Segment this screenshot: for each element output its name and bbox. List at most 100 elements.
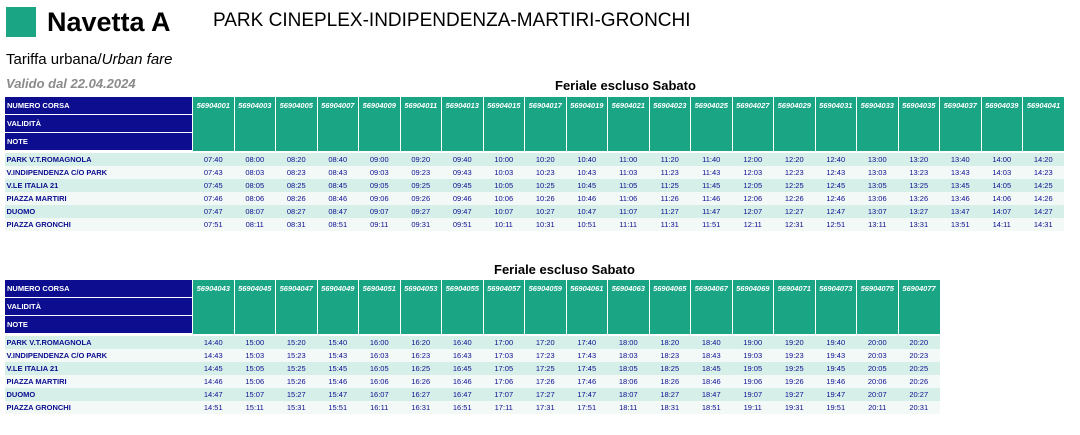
departure-time: 13:45 [939,179,981,192]
run-number: 56904003 [233,96,276,115]
departure-time: 18:51 [690,401,732,414]
departure-time: 20:07 [856,388,898,401]
departure-time: 12:00 [732,153,774,166]
note-cell [897,315,940,334]
departure-time: 16:47 [441,388,483,401]
departure-time: 14:23 [1022,166,1064,179]
note-cell [565,132,608,151]
departure-time: 19:27 [773,388,815,401]
departure-time: 08:25 [275,179,317,192]
run-number: 56904005 [275,96,317,115]
departure-time: 13:40 [939,153,981,166]
departure-time: 17:20 [524,336,566,349]
stop-row: PARK V.T.ROMAGNOLA 07:40 08:00 08:20 08:40 09… [4,153,1064,166]
stop-name: PIAZZA MARTIRI [4,192,193,205]
run-number: 56904017 [524,96,566,115]
departure-time: 18:27 [649,388,691,401]
run-number: 56904019 [565,96,608,115]
run-number: 56904043 [192,279,234,298]
departure-time: 18:26 [649,375,691,388]
validity-cell [773,114,815,133]
fare-it: Tariffa urbana/ [6,51,102,68]
validity-cell [233,297,276,316]
departure-time: 09:26 [400,192,442,205]
departure-time: 14:06 [981,192,1023,205]
note-cell [524,315,566,334]
departure-time: 17:05 [483,362,525,375]
departure-time: 09:03 [358,166,400,179]
validity-cell [358,114,400,133]
departure-time: 14:03 [981,166,1023,179]
note-cell [731,132,774,151]
timetable-2: NUMERO CORSA 56904043 56904045 56904047 5690… [4,279,940,414]
departure-time: 14:07 [981,205,1023,218]
run-number-row: NUMERO CORSA 56904001 56904003 56904005 5690… [4,96,1064,115]
validity-cell [482,297,525,316]
departure-time: 17:46 [566,375,608,388]
departure-time: 20:26 [898,375,940,388]
note-cell [441,132,483,151]
departure-time: 15:06 [234,375,276,388]
run-number: 56904063 [607,279,649,298]
run-number: 56904069 [731,279,774,298]
validity-row: VALIDITÀ [4,297,940,316]
departure-time: 17:47 [566,388,608,401]
departure-time: 09:23 [400,166,442,179]
note-cell [399,315,442,334]
departure-time: 16:43 [441,349,483,362]
run-number: 56904023 [648,96,691,115]
run-number-label: NUMERO CORSA [4,96,193,115]
departure-time: 19:45 [815,362,857,375]
departure-time: 20:23 [898,349,940,362]
run-number: 56904045 [233,279,276,298]
validity-cell [980,114,1023,133]
departure-time: 12:43 [815,166,857,179]
note-cell [482,132,525,151]
departure-time: 11:20 [649,153,691,166]
stop-name: PIAZZA MARTIRI [4,375,193,388]
departure-time: 13:47 [939,205,981,218]
departure-time: 08:23 [275,166,317,179]
departure-time: 07:43 [192,166,234,179]
departure-time: 14:11 [981,218,1023,231]
validity-cell [731,114,774,133]
departure-time: 11:07 [607,205,649,218]
note-cell [607,132,649,151]
departure-time: 10:27 [524,205,566,218]
note-cell [565,315,608,334]
stop-name: DUOMO [4,388,193,401]
run-number: 56904067 [690,279,732,298]
departure-time: 12:46 [815,192,857,205]
validity-cell [648,297,691,316]
departure-time: 11:23 [649,166,691,179]
validity-cell [1022,114,1064,133]
stop-name: V.INDIPENDENZA C/O PARK [4,166,193,179]
departure-time: 11:45 [690,179,732,192]
departure-time: 07:40 [192,153,234,166]
departure-time: 18:00 [607,336,649,349]
departure-time: 11:05 [607,179,649,192]
departure-time: 10:31 [524,218,566,231]
run-number: 56904031 [814,96,857,115]
section-title-2: Feriale escluso Sabato [494,262,635,277]
departure-time: 15:47 [317,388,359,401]
departure-time: 09:51 [441,218,483,231]
note-cell [316,132,359,151]
validity-cell [690,114,732,133]
departure-time: 20:27 [898,388,940,401]
departure-time: 20:06 [856,375,898,388]
departure-time: 14:25 [1022,179,1064,192]
departure-time: 10:00 [483,153,525,166]
note-cell [358,315,400,334]
departure-time: 19:25 [773,362,815,375]
departure-time: 11:43 [690,166,732,179]
departure-time: 17:51 [566,401,608,414]
departure-time: 12:20 [773,153,815,166]
departure-time: 09:07 [358,205,400,218]
note-cell [690,132,732,151]
departure-time: 10:47 [566,205,608,218]
header-separator [4,150,1064,153]
departure-time: 08:06 [234,192,276,205]
departure-time: 10:51 [566,218,608,231]
note-cell [233,315,276,334]
